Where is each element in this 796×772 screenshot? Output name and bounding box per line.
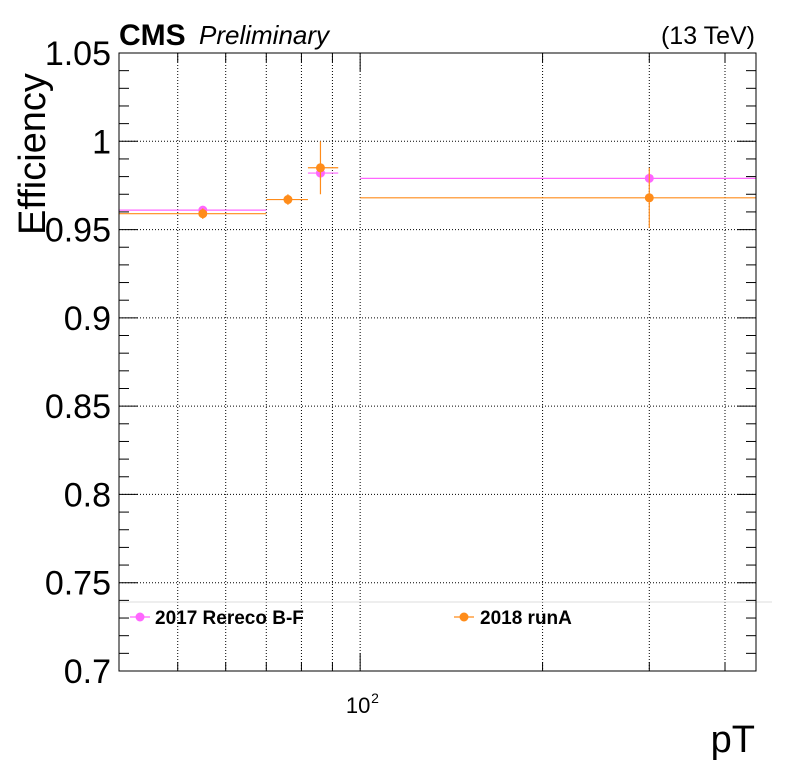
energy-label: (13 TeV): [661, 22, 755, 50]
y-tick-label: 0.7: [64, 653, 111, 691]
data-point: [198, 209, 208, 219]
grid: [118, 53, 756, 671]
x-axis-title: pT: [711, 719, 755, 761]
experiment-label: CMS: [119, 19, 186, 52]
y-tick-label: 0.8: [64, 476, 111, 514]
data-series: [119, 141, 756, 228]
x-tick-label-exponent: 2: [371, 690, 379, 706]
legend-label: 2018 runA: [480, 608, 572, 629]
status-label: Preliminary: [199, 20, 331, 50]
data-point: [644, 193, 654, 203]
legend-marker: [459, 612, 469, 622]
data-point: [315, 163, 325, 173]
y-tick-label: 0.85: [45, 388, 111, 426]
x-tick-label: 10: [346, 693, 370, 718]
legend-label: 2017 Rereco B-F: [155, 608, 304, 629]
y-tick-label: 0.75: [45, 565, 111, 603]
data-point: [283, 195, 293, 205]
plot-frame: [118, 52, 757, 672]
y-axis-title: Efficiency: [12, 73, 54, 235]
y-tick-label: 1: [92, 123, 111, 161]
legend-marker: [135, 612, 145, 622]
axes: 0.7 0.75 0.8 0.85 0.9 0.95 1 1.05 10 2: [45, 35, 756, 718]
y-tick-label: 0.95: [45, 212, 111, 250]
y-tick-label: 0.9: [64, 300, 111, 338]
legend: 2017 Rereco B-F 2018 runA: [119, 601, 772, 629]
y-tick-label: 1.05: [45, 35, 111, 73]
